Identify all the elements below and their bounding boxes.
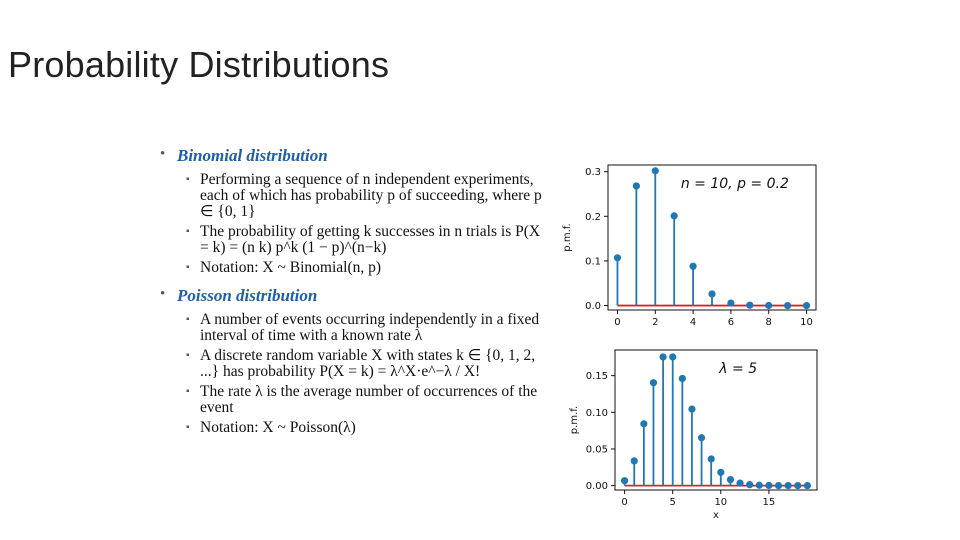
square-bullet-icon: ▪	[186, 226, 190, 237]
x-tick-label: 5	[670, 497, 676, 508]
section-poisson: • Poisson distribution	[160, 286, 550, 306]
y-tick-label: 0.3	[585, 167, 601, 178]
bullet-icon: •	[160, 146, 166, 162]
y-tick-label: 0.05	[586, 444, 608, 455]
stem-marker	[688, 405, 696, 413]
bullet-icon: •	[160, 286, 166, 302]
square-bullet-icon: ▪	[186, 386, 190, 397]
section-heading: Binomial distribution	[177, 146, 328, 165]
stem-marker	[669, 353, 677, 361]
list-item: ▪ Notation: X ~ Binomial(n, p)	[186, 259, 382, 276]
y-tick-label: 0.2	[585, 212, 601, 223]
stem-marker	[765, 481, 773, 490]
x-axis-label: x	[713, 510, 719, 521]
x-tick-label: 15	[763, 497, 776, 508]
list-item: ▪ A number of events occurring independe…	[186, 311, 540, 344]
stem-marker	[630, 457, 638, 465]
stem-marker	[765, 301, 773, 310]
stem-marker	[794, 482, 802, 490]
chart-annotation: λ = 5	[718, 361, 757, 377]
y-tick-label: 0.00	[586, 481, 608, 492]
section-heading: Poisson distribution	[177, 286, 318, 305]
y-axis-label: p.m.f.	[569, 406, 580, 434]
stem-marker	[784, 482, 792, 490]
slide-content: • Binomial distribution ▪ Performing a s…	[160, 146, 550, 440]
y-tick-label: 0.10	[586, 408, 608, 419]
stem-marker	[784, 301, 792, 310]
stem-marker	[736, 479, 744, 487]
stem-marker	[689, 262, 697, 270]
y-tick-label: 0.0	[585, 301, 601, 312]
stem-marker	[632, 182, 640, 190]
y-tick-label: 0.15	[586, 371, 608, 382]
stem-marker	[697, 434, 706, 442]
x-tick-label: 4	[690, 317, 696, 328]
list-item: ▪ Notation: X ~ Poisson(λ)	[186, 419, 356, 436]
square-bullet-icon: ▪	[186, 262, 190, 273]
x-tick-label: 6	[728, 317, 734, 328]
stem-marker	[774, 482, 783, 490]
x-tick-label: 8	[766, 317, 772, 328]
poisson-pmf-chart: 0.00 0.05 0.10 0.15 0 5 10 15 p.m.f. x λ = 5	[569, 349, 818, 521]
stem-marker	[717, 468, 725, 476]
stem-marker	[659, 353, 667, 361]
list-item: ▪ Performing a sequence of n independent…	[186, 171, 542, 220]
list-item: ▪ A discrete random variable X with stat…	[186, 347, 536, 380]
y-tick-label: 0.1	[585, 256, 601, 267]
list-item: ▪ The rate λ is the average number of oc…	[186, 383, 538, 416]
stem-marker	[802, 301, 811, 310]
plot-frame	[607, 164, 817, 311]
y-axis-label: p.m.f.	[562, 223, 573, 251]
stem-marker	[726, 475, 735, 484]
x-tick-label: 2	[652, 317, 658, 328]
x-tick-label: 0	[614, 317, 620, 328]
stem-marker	[651, 167, 659, 175]
square-bullet-icon: ▪	[186, 314, 190, 325]
plot-frame	[614, 349, 818, 491]
stem-marker	[707, 455, 715, 463]
stem-marker	[708, 290, 716, 298]
stem-marker	[727, 299, 735, 307]
binomial-pmf-chart: 0.0 0.1 0.2 0.3 0 2 4 6 8 10 p.m.f. n = 10, p = 0.2	[562, 164, 817, 328]
stem-marker	[621, 477, 629, 485]
x-tick-label: 0	[621, 497, 627, 508]
stem-marker	[803, 482, 811, 490]
x-tick-label: 10	[714, 497, 727, 508]
stem-marker	[755, 481, 763, 489]
stem-marker	[678, 374, 686, 383]
stem-marker	[640, 420, 648, 428]
stem-marker	[613, 254, 622, 262]
chart-annotation: n = 10, p = 0.2	[681, 176, 789, 192]
square-bullet-icon: ▪	[186, 422, 190, 433]
stem-marker	[649, 379, 658, 387]
stem-marker	[746, 481, 754, 489]
section-binomial: • Binomial distribution	[160, 146, 550, 166]
square-bullet-icon: ▪	[186, 350, 190, 361]
stem-marker	[670, 212, 678, 220]
page-title: Probability Distributions	[8, 44, 390, 85]
square-bullet-icon: ▪	[186, 174, 190, 185]
list-item: ▪ The probability of getting k successes…	[186, 223, 541, 256]
x-tick-label: 10	[800, 317, 813, 328]
stem-marker	[746, 301, 754, 309]
